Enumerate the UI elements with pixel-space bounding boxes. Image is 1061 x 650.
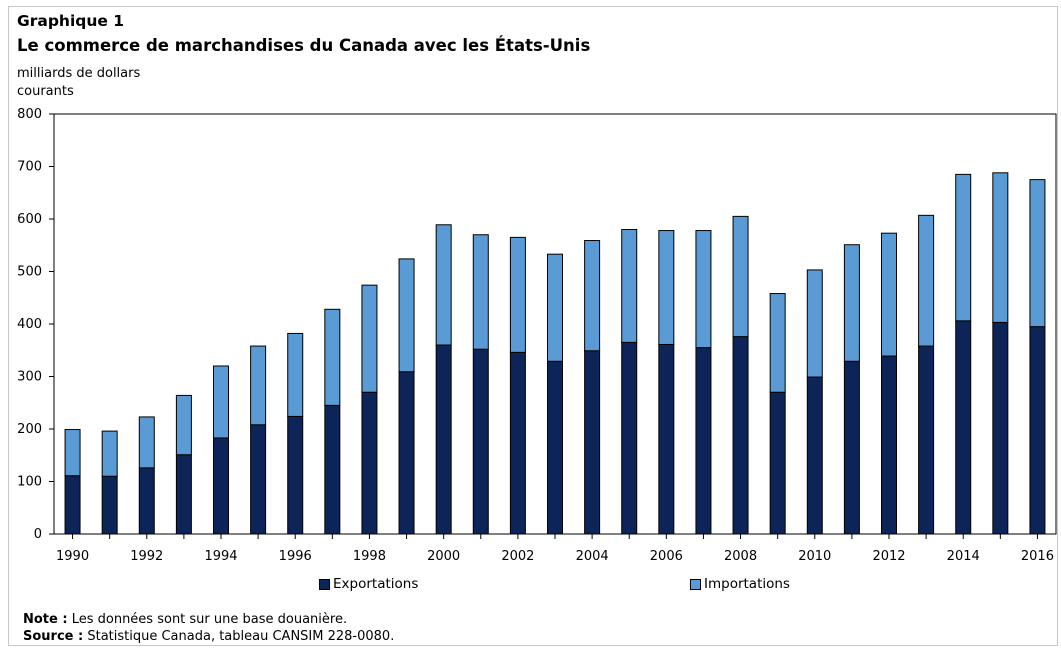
- y-tick-label: 100: [17, 475, 42, 490]
- bar-importations: [1029, 179, 1046, 328]
- bar-exportations: [138, 467, 155, 535]
- legend-swatch-exportations: [319, 578, 330, 590]
- bar-exportations: [695, 347, 712, 535]
- y-tick-label: 200: [17, 422, 42, 437]
- bar-importations: [955, 173, 972, 322]
- x-tick-label: 1990: [56, 549, 89, 564]
- chart-frame: [8, 6, 1058, 646]
- bar-importations: [435, 224, 452, 346]
- bar-importations: [101, 430, 118, 477]
- y-tick-label: 400: [17, 317, 42, 332]
- bar-importations: [324, 308, 341, 406]
- bar-exportations: [509, 351, 526, 535]
- chart-notes: Note : Les données sont sur une base dou…: [23, 611, 394, 645]
- bar-exportations: [955, 320, 972, 535]
- bar-importations: [584, 240, 601, 352]
- bar-importations: [287, 332, 304, 417]
- bar-exportations: [992, 321, 1009, 535]
- x-tick-label: 2006: [650, 549, 683, 564]
- bar-exportations: [250, 424, 267, 535]
- legend-label-importations: Importations: [704, 576, 790, 592]
- x-tick-label: 1998: [353, 549, 386, 564]
- source-line: Source : Statistique Canada, tableau CAN…: [23, 628, 394, 645]
- bar-importations: [918, 214, 935, 347]
- bar-exportations: [658, 343, 675, 535]
- bar-exportations: [769, 391, 786, 535]
- bar-importations: [658, 230, 675, 345]
- bar-exportations: [435, 344, 452, 535]
- y-tick-label: 800: [17, 107, 42, 122]
- y-tick-label: 700: [17, 160, 42, 175]
- y-tick-label: 0: [34, 527, 42, 542]
- bar-exportations: [361, 391, 378, 535]
- bar-exportations: [287, 415, 304, 535]
- bar-importations: [806, 269, 823, 378]
- chart-title: Le commerce de marchandises du Canada av…: [17, 36, 591, 55]
- y-tick-label: 500: [17, 265, 42, 280]
- x-tick-label: 2010: [798, 549, 831, 564]
- bar-exportations: [324, 404, 341, 535]
- y-tick-label: 300: [17, 370, 42, 385]
- bar-importations: [250, 345, 267, 426]
- y-axis-unit-line2: courants: [17, 84, 74, 99]
- bar-exportations: [175, 454, 192, 535]
- x-tick-label: 2016: [1021, 549, 1054, 564]
- bar-importations: [992, 172, 1009, 323]
- x-tick-label: 2014: [947, 549, 980, 564]
- x-tick-label: 2000: [427, 549, 460, 564]
- bar-importations: [547, 253, 563, 362]
- x-tick-label: 2002: [501, 549, 534, 564]
- bar-exportations: [213, 437, 229, 535]
- bar-exportations: [843, 360, 860, 535]
- bar-chart: 0 100 200 300 400 500 600 700 800 1990 1992 1994 199…: [17, 107, 1057, 564]
- bar-exportations: [472, 348, 489, 535]
- bar-exportations: [584, 350, 601, 535]
- note-line: Note : Les données sont sur une base dou…: [23, 611, 394, 628]
- bar-importations: [361, 284, 378, 393]
- bar-exportations: [1029, 326, 1046, 535]
- figure-label: Graphique 1: [17, 12, 125, 30]
- bar-exportations: [806, 376, 823, 535]
- legend-swatch-importations: [690, 578, 701, 590]
- bar-exportations: [621, 341, 638, 535]
- bar-importations: [213, 365, 229, 439]
- x-tick-label: 2012: [872, 549, 905, 564]
- legend-label-exportations: Exportations: [333, 576, 419, 592]
- bar-importations: [732, 215, 749, 338]
- x-tick-label: 1996: [279, 549, 312, 564]
- bar-importations: [695, 230, 712, 349]
- bar-importations: [175, 394, 192, 456]
- bar-exportations: [547, 360, 563, 535]
- bar-exportations: [881, 355, 897, 535]
- x-tick-label: 2004: [576, 549, 609, 564]
- bar-importations: [843, 244, 860, 362]
- note-text: Les données sont sur une base douanière.: [67, 612, 348, 627]
- bar-exportations: [398, 371, 415, 535]
- bar-exportations: [64, 475, 81, 535]
- bar-importations: [472, 234, 489, 350]
- y-axis-unit-line1: milliards de dollars: [17, 66, 141, 81]
- bar-importations: [398, 258, 415, 373]
- source-label: Source :: [23, 629, 84, 644]
- legend-item-importations: Importations: [690, 576, 790, 592]
- bar-importations: [621, 229, 638, 343]
- bar-importations: [509, 236, 526, 353]
- y-tick-label: 600: [17, 212, 42, 227]
- x-tick-label: 1994: [204, 549, 237, 564]
- bar-importations: [769, 293, 786, 393]
- bar-exportations: [101, 475, 118, 535]
- bar-importations: [64, 429, 81, 477]
- x-tick-label: 2008: [724, 549, 757, 564]
- y-axis-unit: milliards de dollars courants: [17, 65, 140, 101]
- bar-exportations: [918, 345, 935, 535]
- bar-exportations: [732, 336, 749, 535]
- bar-importations: [138, 416, 155, 469]
- source-text: Statistique Canada, tableau CANSIM 228-0…: [83, 629, 395, 644]
- x-tick-label: 1992: [130, 549, 163, 564]
- note-label: Note :: [23, 612, 68, 627]
- bar-importations: [881, 232, 897, 357]
- legend-item-exportations: Exportations: [319, 576, 418, 592]
